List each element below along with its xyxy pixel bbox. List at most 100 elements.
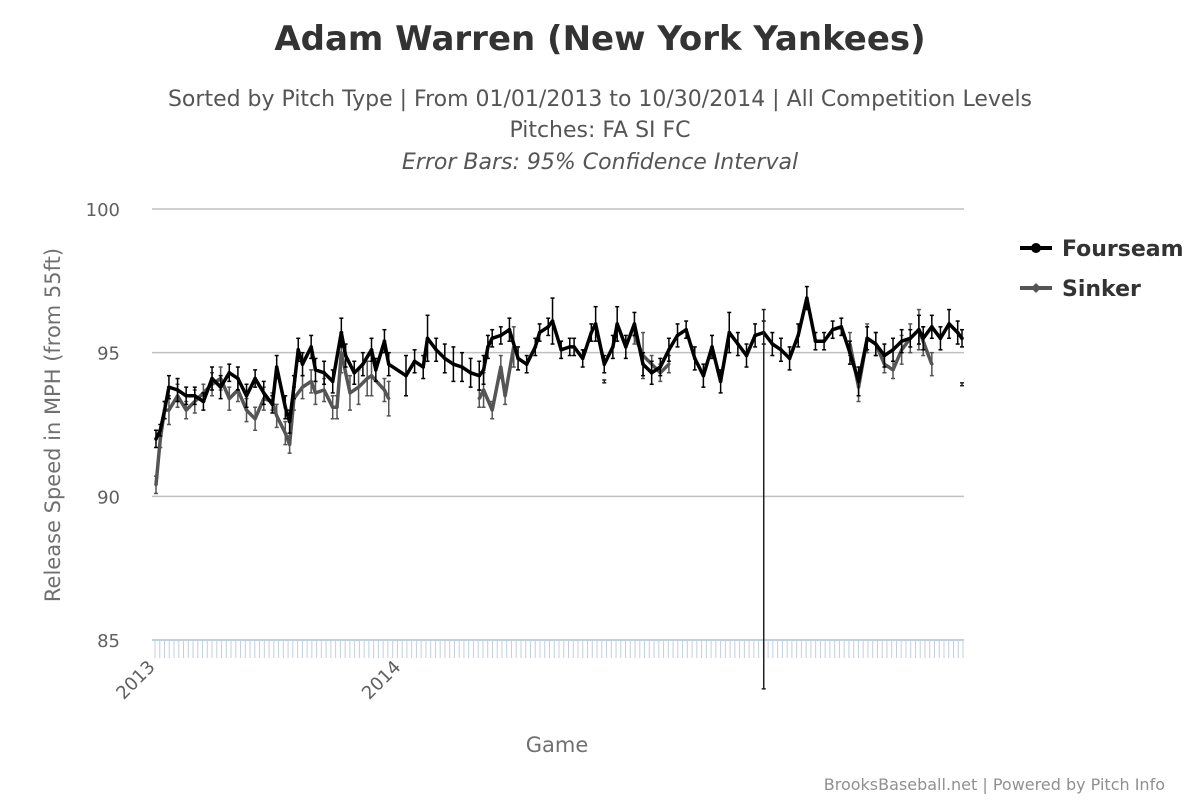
data-point [481, 368, 486, 372]
data-point [498, 365, 503, 370]
data-point [283, 431, 288, 436]
data-point [313, 368, 318, 372]
data-point [533, 345, 538, 349]
data-point [516, 356, 520, 361]
data-point [227, 370, 232, 375]
data-point [451, 362, 456, 366]
data-point [490, 408, 495, 413]
grid-lines [152, 208, 964, 498]
data-point [335, 405, 340, 410]
legend-marker-fourseam [1031, 243, 1041, 253]
data-point [374, 368, 378, 372]
data-point [386, 362, 391, 366]
legend-item-sinker[interactable]: Sinker [1020, 277, 1141, 302]
data-point [330, 379, 335, 384]
data-point [477, 373, 482, 378]
data-point [283, 405, 288, 410]
credits[interactable]: BrooksBaseball.net | Powered by Pitch In… [824, 775, 1165, 794]
chart-title: Adam Warren (New York Yankees) [274, 19, 925, 59]
legend-marker-sinker [1031, 283, 1041, 293]
x-tick-label-2014: 2014 [358, 657, 405, 704]
data-point [641, 362, 645, 366]
data-point [718, 379, 723, 384]
data-point [356, 385, 361, 390]
data-point [292, 385, 296, 389]
data-point [503, 393, 508, 398]
data-point [507, 327, 512, 332]
data-point [369, 347, 374, 352]
data-point [753, 333, 757, 338]
data-point [162, 408, 167, 412]
data-point [218, 385, 223, 389]
legend-item-fourseam[interactable]: Fourseam [1020, 237, 1184, 262]
data-point [460, 365, 464, 369]
data-point [787, 356, 792, 361]
data-point [300, 385, 305, 390]
data-point [468, 370, 473, 375]
data-point [559, 347, 563, 352]
data-point [727, 330, 732, 335]
series-fourseam [154, 285, 964, 449]
data-point [236, 376, 240, 381]
data-point [632, 322, 637, 326]
data-point [365, 376, 370, 381]
data-point [253, 376, 257, 381]
data-point [287, 419, 292, 424]
legend: Fourseam Sinker [1020, 237, 1184, 302]
data-point [158, 428, 163, 433]
standalone-error-bars [602, 308, 964, 690]
data-point [580, 356, 585, 361]
data-point [537, 330, 542, 335]
data-point [382, 339, 387, 343]
data-point [572, 345, 576, 349]
data-point [611, 345, 615, 349]
data-point [184, 393, 188, 398]
data-point [425, 336, 430, 341]
data-point [865, 336, 869, 341]
data-point [412, 359, 417, 364]
x-axis-title: Game [526, 733, 589, 757]
data-point [917, 327, 921, 332]
legend-label-fourseam: Fourseam [1062, 237, 1184, 262]
data-point [184, 408, 189, 413]
y-tick-label-90: 90 [97, 487, 120, 508]
data-point [154, 482, 158, 487]
data-point [692, 356, 697, 361]
data-point [490, 336, 494, 341]
chart-subtitle-error-bars: Error Bars: 95% Confidence Interval [402, 150, 798, 175]
data-point [736, 342, 740, 346]
data-point [347, 390, 352, 395]
x-axis: 2013 2014 [112, 639, 964, 704]
data-point [955, 330, 960, 335]
data-point [666, 362, 671, 367]
y-tick-label-100: 100 [86, 200, 120, 221]
data-point [779, 347, 783, 352]
data-point [330, 405, 335, 410]
data-point [567, 345, 572, 349]
data-point [830, 327, 835, 332]
data-point [210, 376, 214, 381]
data-point [822, 339, 826, 343]
data-point [684, 327, 688, 332]
y-tick-label-95: 95 [97, 344, 120, 365]
data-point [921, 336, 926, 341]
data-point [796, 333, 801, 338]
data-point [710, 345, 714, 349]
y-axis-ticks: 85 90 95 100 [86, 200, 120, 652]
data-point [253, 416, 258, 421]
data-point [805, 296, 809, 300]
data-point [624, 345, 628, 349]
data-point [701, 373, 706, 378]
data-point [675, 333, 680, 338]
data-point [244, 393, 249, 398]
data-point [891, 367, 896, 372]
data-point [421, 365, 426, 369]
data-point [369, 373, 374, 378]
data-point [166, 408, 171, 413]
data-point [615, 322, 619, 326]
data-point [404, 373, 408, 378]
data-point [201, 399, 206, 404]
data-point [244, 408, 249, 413]
data-point [339, 350, 344, 355]
data-point [899, 339, 904, 343]
